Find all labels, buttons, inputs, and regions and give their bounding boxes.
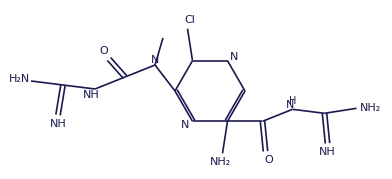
Text: H₂N: H₂N — [8, 74, 30, 84]
Text: O: O — [100, 46, 108, 56]
Text: NH₂: NH₂ — [360, 103, 381, 113]
Text: H: H — [289, 96, 296, 106]
Text: N: N — [230, 52, 239, 62]
Text: O: O — [264, 155, 273, 165]
Text: NH: NH — [50, 119, 66, 129]
Text: Cl: Cl — [184, 15, 195, 25]
Text: N: N — [151, 55, 159, 65]
Text: N: N — [286, 100, 295, 110]
Text: NH₂: NH₂ — [210, 157, 231, 167]
Text: N: N — [181, 120, 190, 130]
Text: NH: NH — [319, 147, 336, 157]
Text: NH: NH — [83, 90, 100, 100]
